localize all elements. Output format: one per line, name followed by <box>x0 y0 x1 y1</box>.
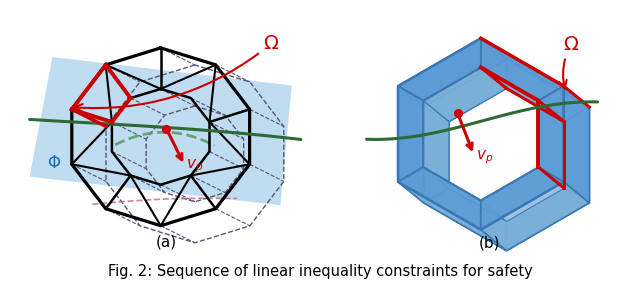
Polygon shape <box>398 86 424 203</box>
Text: $\Omega$: $\Omega$ <box>75 34 280 112</box>
Polygon shape <box>481 68 564 122</box>
Text: $v_p$: $v_p$ <box>186 158 203 176</box>
Text: $\Phi$: $\Phi$ <box>47 154 61 172</box>
Polygon shape <box>564 107 589 203</box>
Polygon shape <box>423 167 506 221</box>
Polygon shape <box>506 188 589 251</box>
Text: (a): (a) <box>156 235 177 250</box>
Polygon shape <box>424 59 506 122</box>
Polygon shape <box>424 107 449 203</box>
Polygon shape <box>398 167 481 230</box>
Polygon shape <box>398 86 423 182</box>
Polygon shape <box>481 38 589 107</box>
Text: $v_p$: $v_p$ <box>476 149 493 166</box>
Polygon shape <box>398 38 506 107</box>
Polygon shape <box>424 188 506 251</box>
Polygon shape <box>423 101 449 188</box>
Polygon shape <box>398 182 506 251</box>
Polygon shape <box>481 38 564 101</box>
Polygon shape <box>423 68 506 122</box>
Polygon shape <box>29 57 292 205</box>
Polygon shape <box>481 167 564 230</box>
Polygon shape <box>398 38 481 101</box>
Polygon shape <box>481 182 589 251</box>
Polygon shape <box>481 167 564 221</box>
Text: $\Omega$: $\Omega$ <box>559 35 579 88</box>
Polygon shape <box>564 86 589 203</box>
Text: (b): (b) <box>478 236 500 251</box>
Text: Fig. 2: Sequence of linear inequality constraints for safety: Fig. 2: Sequence of linear inequality co… <box>108 264 532 279</box>
Polygon shape <box>538 86 564 182</box>
Polygon shape <box>506 59 589 122</box>
Polygon shape <box>538 101 564 188</box>
